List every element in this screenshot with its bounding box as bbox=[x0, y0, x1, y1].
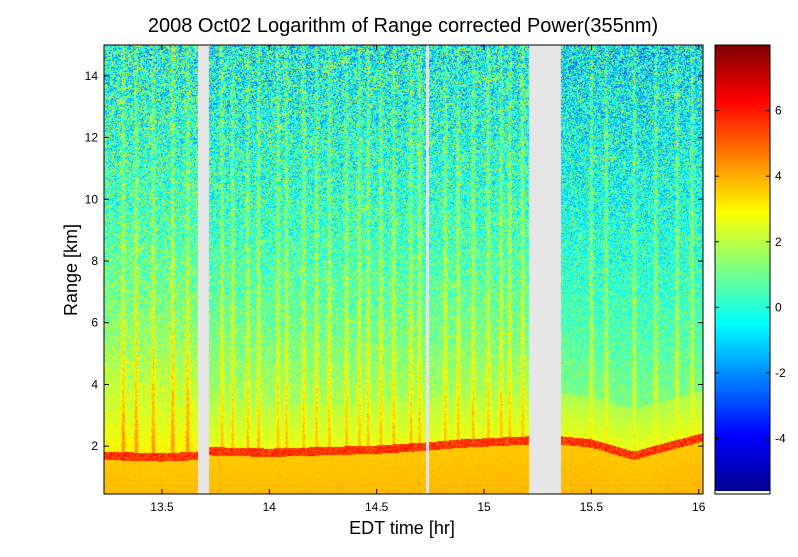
colorbar-gradient bbox=[715, 45, 770, 491]
y-tick-label: 2 bbox=[91, 439, 98, 453]
x-tick-label: 15.5 bbox=[580, 500, 604, 514]
y-tick-label: 12 bbox=[85, 131, 99, 145]
colorbar-tick-label: -2 bbox=[775, 366, 786, 380]
x-tick-label: 16 bbox=[692, 500, 706, 514]
colorbar-frame bbox=[714, 44, 771, 495]
y-tick-label: 10 bbox=[85, 192, 99, 206]
y-tick-label: 14 bbox=[85, 69, 99, 83]
plot-frame bbox=[103, 44, 704, 495]
x-tick-label: 14 bbox=[263, 500, 277, 514]
plot-axes: 13.5 14 14.5 15 15.5 16 2 4 6 8 10 12 14 bbox=[85, 44, 706, 514]
y-axis-label: Range [km] bbox=[61, 224, 81, 316]
heatmap-plot-area bbox=[104, 45, 703, 494]
y-tick-label: 8 bbox=[91, 254, 98, 268]
colorbar: -4 -2 0 2 4 6 bbox=[714, 44, 786, 495]
x-tick-label: 13.5 bbox=[150, 500, 174, 514]
x-tick-label: 15 bbox=[477, 500, 491, 514]
y-tick-label: 6 bbox=[91, 316, 98, 330]
colorbar-tick-label: 6 bbox=[775, 104, 782, 118]
colorbar-tick-label: 2 bbox=[775, 235, 782, 249]
heatmap-image bbox=[104, 45, 703, 494]
colorbar-tick-label: -4 bbox=[775, 432, 786, 446]
colorbar-tick-label: 4 bbox=[775, 169, 782, 183]
colorbar-tick-label: 0 bbox=[775, 300, 782, 314]
x-tick-label: 14.5 bbox=[365, 500, 389, 514]
chart-title: 2008 Oct02 Logarithm of Range corrected … bbox=[148, 15, 658, 37]
y-tick-label: 4 bbox=[91, 377, 98, 391]
x-axis-label: EDT time [hr] bbox=[349, 518, 455, 538]
